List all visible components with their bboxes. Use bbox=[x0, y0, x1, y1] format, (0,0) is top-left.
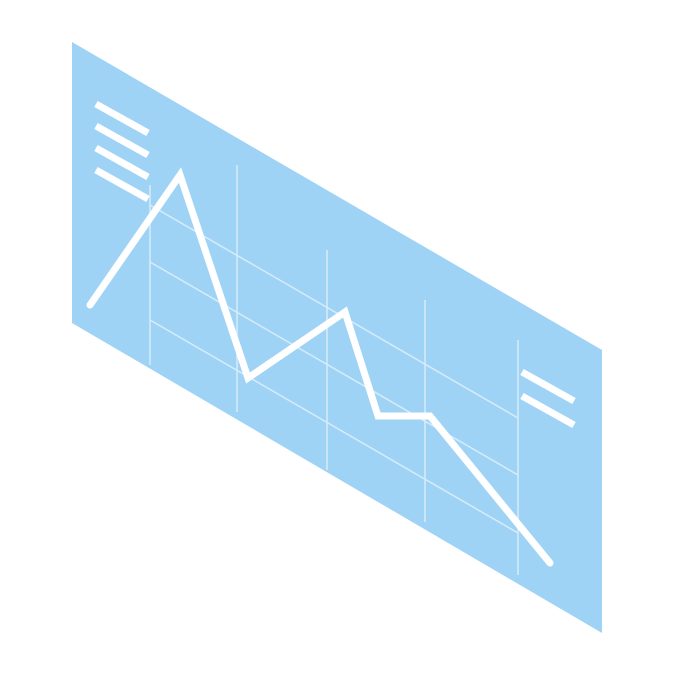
legend-lines-right bbox=[520, 368, 576, 429]
grid-line-diagonal bbox=[149, 319, 519, 534]
grid-line-diagonal bbox=[149, 204, 519, 419]
legend-bar bbox=[94, 122, 150, 159]
legend-bar bbox=[520, 392, 576, 429]
grid-line-diagonal bbox=[149, 261, 519, 476]
legend-lines-left bbox=[94, 100, 150, 203]
legend-bar bbox=[94, 100, 150, 137]
legend-bar bbox=[94, 144, 150, 181]
legend-bar bbox=[94, 166, 150, 203]
chart-grid bbox=[149, 165, 519, 575]
legend-bar bbox=[520, 368, 576, 405]
chart-panel bbox=[72, 42, 602, 633]
trend-line bbox=[86, 167, 554, 567]
